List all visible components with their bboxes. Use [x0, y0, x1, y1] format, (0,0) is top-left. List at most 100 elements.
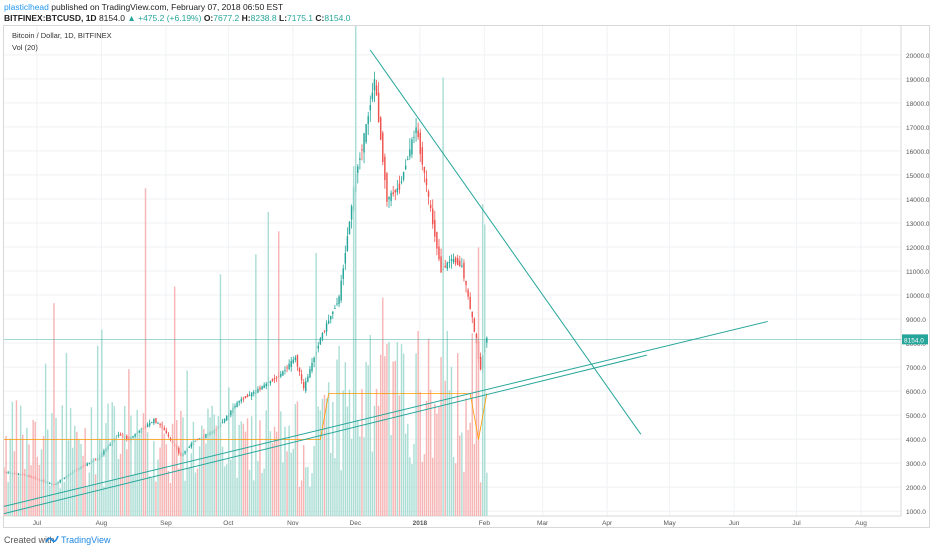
volume-bar	[107, 403, 109, 516]
volume-bar	[159, 447, 161, 516]
volume-bar	[481, 204, 484, 516]
y-tick-label: 13000.0	[906, 221, 930, 228]
volume-bar	[5, 435, 7, 516]
candle-body	[300, 374, 303, 381]
chart-pane[interactable]: 1000.0 2000.0 3000.0 4000.0 5000.0 6000.0 7000…	[3, 25, 930, 528]
volume-bar	[53, 303, 55, 516]
candle-body	[346, 236, 349, 252]
candle-body	[413, 136, 415, 138]
candle-body	[59, 480, 61, 483]
volume-bar	[171, 423, 174, 516]
volume-bar	[190, 453, 193, 516]
change-value: +475.2 (+6.19%)	[138, 13, 202, 23]
volume-bar	[103, 486, 105, 516]
candle-body	[163, 428, 165, 430]
volume-bar	[267, 212, 270, 516]
candle-body	[221, 422, 224, 424]
volume-bar	[211, 405, 213, 516]
volume-bar	[196, 468, 199, 516]
candle-body	[486, 337, 488, 343]
price-chart[interactable]: 1000.0 2000.0 3000.0 4000.0 5000.0 6000.0 7000…	[4, 26, 931, 529]
volume-legend: Vol (20)	[12, 43, 38, 52]
high-label: H:	[241, 13, 251, 23]
volume-bar	[88, 472, 91, 516]
volume-bar	[446, 330, 449, 516]
candle-body	[298, 367, 301, 372]
volume-bar	[352, 166, 355, 516]
volume-bar	[317, 406, 319, 516]
volume-bar	[28, 444, 30, 516]
candle-body	[148, 422, 151, 426]
volume-bar	[444, 380, 446, 516]
volume-bar	[80, 443, 82, 516]
volume-bar	[219, 274, 222, 516]
trendline	[369, 49, 642, 435]
published-text: published on TradingView.com, February 0…	[51, 2, 284, 12]
author-link[interactable]: plasticlhead	[4, 2, 49, 12]
volume-bar	[157, 459, 159, 516]
volume-bar	[390, 434, 392, 516]
y-tick-label: 11000.0	[906, 269, 929, 276]
candle-body	[342, 268, 344, 279]
x-tick-label: Mar	[537, 520, 549, 527]
volume-bar	[165, 444, 168, 516]
candle-body	[94, 459, 97, 461]
volume-bar	[452, 457, 455, 516]
volume-bar	[86, 487, 88, 516]
volume-bar	[230, 459, 232, 516]
candle-body	[257, 388, 259, 393]
volume-bar	[69, 408, 72, 516]
candle-body	[244, 396, 247, 399]
chart-header: plasticlhead published on TradingView.co…	[0, 0, 932, 24]
volume-bar	[9, 438, 11, 516]
volume-bar	[280, 411, 282, 516]
volume-bar	[34, 421, 36, 516]
candle-body	[467, 289, 469, 297]
volume-bar	[307, 466, 309, 516]
volume-bar	[101, 329, 103, 516]
volume-bar	[55, 417, 57, 516]
candle-body	[225, 415, 228, 421]
volume-bar	[188, 467, 190, 516]
volume-bar	[232, 403, 234, 516]
volume-bar	[67, 440, 70, 516]
volume-bar	[217, 416, 220, 516]
candle-body	[384, 156, 386, 181]
volume-bar	[346, 406, 349, 516]
volume-bar	[153, 441, 155, 516]
candle-body	[340, 280, 342, 301]
candle-body	[373, 79, 376, 91]
volume-bar	[409, 457, 411, 516]
candle-body	[263, 384, 265, 389]
publish-line: plasticlhead published on TradingView.co…	[4, 2, 283, 13]
volume-bar	[74, 425, 76, 516]
candle-body	[319, 338, 322, 345]
candle-body	[198, 438, 201, 440]
volume-bar	[57, 481, 59, 516]
y-tick-label: 20000.0	[906, 53, 930, 60]
volume-bar	[477, 247, 480, 516]
volume-bar	[24, 468, 26, 516]
created-with-text: Created with	[4, 535, 55, 545]
candle-body	[404, 165, 407, 170]
tradingview-brand[interactable]: TradingView	[61, 535, 111, 545]
candle-body	[307, 376, 309, 382]
volume-bar	[126, 449, 128, 516]
volume-bar	[148, 476, 151, 516]
candle-body	[296, 354, 299, 367]
volume-bar	[271, 443, 274, 516]
candle-body	[350, 206, 353, 220]
volume-bar	[427, 338, 430, 516]
candle-body	[286, 367, 288, 369]
volume-bar	[265, 410, 267, 516]
y-tick-label: 19000.0	[906, 77, 930, 84]
volume-bar	[253, 480, 255, 516]
candle-body	[382, 132, 384, 162]
volume-bar	[105, 423, 107, 516]
volume-bar	[32, 420, 34, 516]
volume-bar	[209, 417, 211, 516]
candle-body	[411, 139, 413, 155]
volume-bar	[130, 415, 132, 516]
y-tick-label: 16000.0	[906, 149, 930, 156]
volume-bar	[13, 451, 16, 516]
